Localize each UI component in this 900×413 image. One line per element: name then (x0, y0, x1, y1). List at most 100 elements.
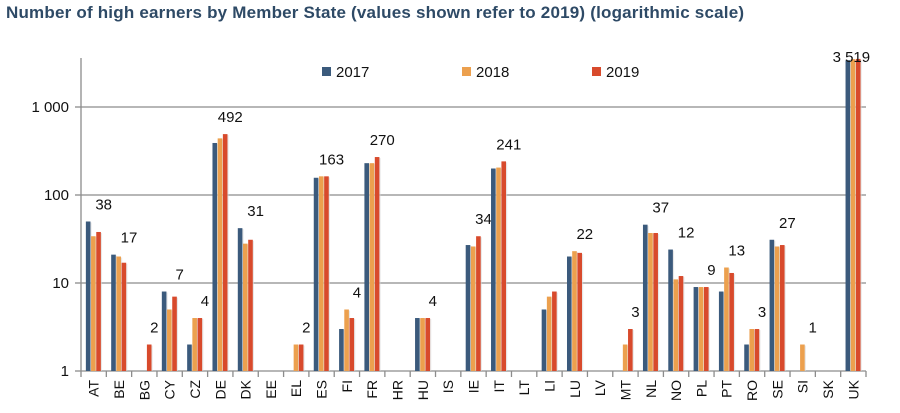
data-label: 4 (201, 293, 209, 310)
bar-2017-NL (642, 224, 648, 371)
x-tick-label: RO (744, 380, 760, 401)
bar-2019-SE (779, 245, 785, 371)
bar-2018-IT (496, 167, 501, 371)
x-tick-label: EL (288, 380, 304, 397)
bar-2018-AT (91, 236, 96, 371)
x-tick-label: EE (263, 380, 279, 399)
bar-2017-FR (364, 163, 370, 371)
bar-2018-LI (546, 296, 552, 371)
bar-2019-RO (754, 329, 760, 371)
data-label: 2 (302, 320, 310, 337)
bar-2017-HU (415, 318, 420, 371)
bar-2019-FI (349, 318, 355, 371)
x-tick-label: IE (466, 380, 482, 393)
bar-2018-SE (774, 246, 780, 371)
bar-2017-DK (237, 228, 243, 371)
bar-2017-UK (845, 60, 851, 371)
chart-title: Number of high earners by Member State (… (6, 3, 745, 22)
y-tick-label: 10 (52, 275, 69, 292)
x-tick-label: HR (390, 380, 406, 400)
bar-2019-PL (704, 287, 709, 371)
bar-2017-PL (693, 287, 699, 371)
x-tick-label: SE (769, 380, 785, 399)
bar-2018-DE (217, 138, 223, 371)
bar-2019-NO (678, 276, 684, 371)
bar-2017-RO (744, 344, 749, 371)
bar-2017-CY (161, 291, 167, 371)
bar-2018-BE (116, 256, 121, 371)
bar-2018-FI (344, 309, 349, 371)
bar-2019-DK (248, 239, 253, 371)
bar-2018-FR (369, 163, 375, 371)
x-tick-label: FI (339, 380, 355, 392)
bar-2017-PT (718, 291, 724, 371)
bar-2018-RO (749, 329, 755, 371)
x-tick-label: HU (415, 380, 431, 400)
bar-2018-SI (800, 344, 805, 371)
bar-2018-CZ (192, 318, 197, 371)
data-label: 3 (631, 304, 639, 321)
x-tick-label: UK (845, 379, 861, 399)
data-label: 3 519 (833, 49, 871, 66)
bar-2018-IE (470, 246, 476, 371)
x-tick-label: SK (820, 379, 836, 398)
x-tick-label: NL (643, 380, 659, 398)
bar-2017-IE (465, 245, 471, 371)
bar-2017-ES (313, 177, 319, 371)
data-label: 9 (707, 262, 715, 279)
bar-2018-NO (673, 279, 679, 371)
x-tick-label: DK (238, 379, 254, 399)
data-label: 2 (150, 320, 158, 337)
bar-2019-CZ (197, 318, 203, 371)
bar-2019-EL (298, 344, 304, 371)
bar-2017-BE (111, 254, 116, 371)
x-tick-label: LV (592, 379, 608, 396)
data-label: 492 (218, 109, 243, 126)
bar-2018-LU (572, 251, 577, 371)
bar-2019-NL (653, 232, 658, 371)
x-tick-label: ES (314, 380, 330, 399)
x-tick-label: AT (86, 380, 102, 397)
bar-2019-IE (476, 236, 481, 371)
data-label: 241 (496, 136, 521, 153)
data-label: 270 (370, 132, 395, 149)
bar-2019-AT (96, 231, 101, 371)
bar-2019-HU (425, 318, 431, 371)
bar-2017-CZ (187, 344, 192, 371)
y-tick-label: 1 000 (31, 99, 69, 116)
x-tick-label: BG (136, 380, 152, 400)
legend-swatch-2018 (462, 67, 471, 76)
data-label: 27 (779, 215, 796, 232)
data-label: 7 (175, 267, 183, 284)
x-tick-label: CZ (187, 380, 203, 399)
bar-2018-NL (648, 232, 653, 371)
bar-2019-LI (552, 291, 557, 371)
x-tick-label: LT (516, 380, 532, 396)
legend-swatch-2019 (592, 67, 601, 76)
bar-2019-LU (577, 252, 582, 371)
legend-label: 2017 (336, 64, 369, 81)
bar-2019-FR (374, 157, 380, 371)
bar-2018-MT (622, 344, 628, 371)
bar-2019-ES (324, 176, 329, 371)
bar-2019-IT (501, 161, 507, 371)
bar-2017-IT (491, 168, 496, 371)
bar-2017-LU (566, 256, 572, 371)
bar-2018-PL (698, 287, 704, 371)
data-label: 163 (319, 151, 344, 168)
bar-2018-DK (242, 243, 248, 371)
x-tick-label: PT (719, 380, 735, 398)
data-label: 38 (95, 196, 112, 213)
x-tick-label: LU (567, 380, 583, 398)
bar-2018-HU (420, 318, 425, 371)
legend-label: 2019 (606, 64, 639, 81)
x-tick-label: MT (617, 380, 633, 401)
legend-label: 2018 (476, 64, 509, 81)
bar-2018-CY (167, 309, 172, 371)
bar-2019-UK (855, 58, 861, 372)
x-tick-label: BE (111, 380, 127, 399)
bar-2017-LI (541, 309, 547, 371)
bar-2019-DE (222, 134, 228, 371)
x-tick-label: SI (795, 380, 811, 393)
